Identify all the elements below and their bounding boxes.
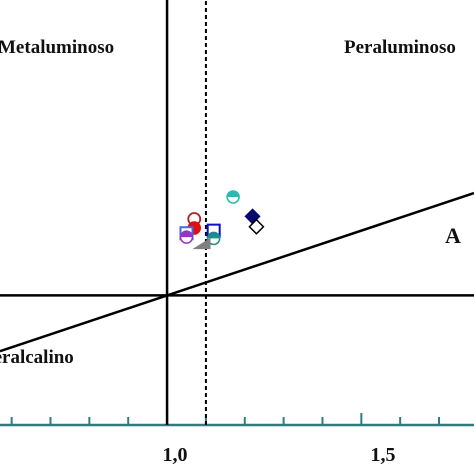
data-point-8 <box>192 237 211 250</box>
x-minor-ticks <box>10 413 441 425</box>
reference-line-diagonal-3 <box>0 191 474 353</box>
data-points <box>179 190 265 250</box>
x-axis-label: A <box>445 223 461 248</box>
region-label-peralcalino: Peralcalino <box>0 347 74 368</box>
x-tick-label-1-5: 1,5 <box>371 444 396 466</box>
plot-frame <box>0 423 474 427</box>
data-point-1 <box>226 190 240 204</box>
region-label-metaluminoso: Metaluminoso <box>0 37 114 58</box>
region-label-peraluminoso: Peraluminoso <box>344 37 456 58</box>
data-point-7-fill <box>207 232 220 239</box>
data-point-5 <box>179 230 194 244</box>
data-point-10 <box>248 218 265 235</box>
x-tick-label-1-0: 1,0 <box>163 444 188 466</box>
data-point-7 <box>206 231 221 246</box>
data-point-8-mark <box>192 237 211 250</box>
data-point-5-fill <box>180 231 193 238</box>
reference-lines <box>0 0 474 425</box>
data-point-10-mark <box>248 218 265 235</box>
data-point-1-fill <box>227 190 240 197</box>
